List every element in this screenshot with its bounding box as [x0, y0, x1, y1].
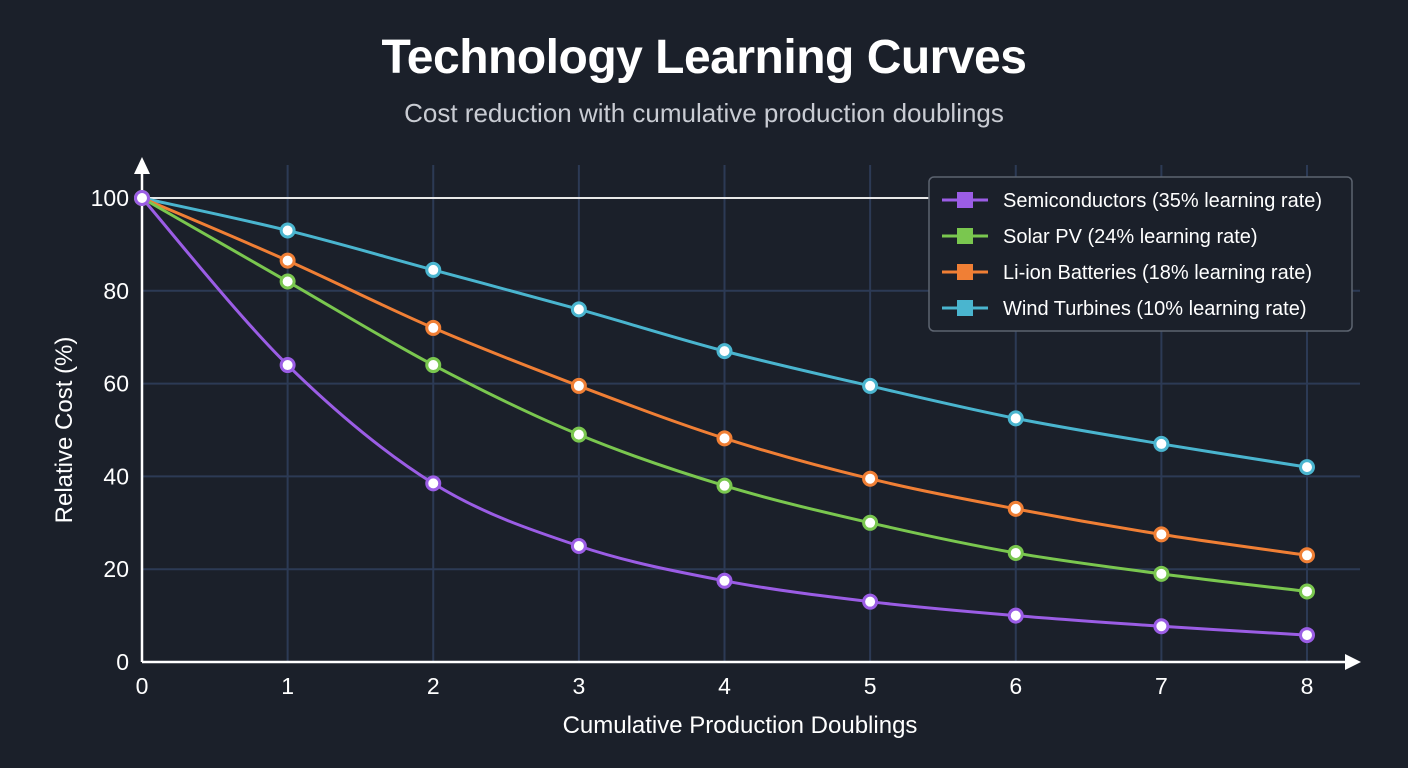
- data-point: [1153, 526, 1170, 543]
- legend-entry: Li-ion Batteries (18% learning rate): [1003, 262, 1312, 284]
- x-tick-label: 6: [1009, 673, 1022, 699]
- data-point: [134, 190, 150, 206]
- y-axis-arrow-icon: [134, 157, 150, 174]
- legend-box: [928, 176, 1353, 332]
- data-point: [425, 261, 442, 278]
- data-point: [1153, 565, 1170, 582]
- data-point: [279, 252, 296, 269]
- data-point: [716, 430, 733, 447]
- y-axis-label: Relative Cost (%): [51, 337, 78, 524]
- legend: Semiconductors (35% learning rate) Solar …: [928, 176, 1353, 332]
- y-tick-label: 20: [103, 556, 129, 582]
- data-point: [1299, 459, 1315, 476]
- chart-title: Technology Learning Curves: [381, 31, 1027, 84]
- legend-swatch-marker: [957, 192, 973, 208]
- y-tick-label: 40: [103, 463, 129, 489]
- data-point: [1007, 607, 1024, 624]
- y-tick-label: 0: [116, 649, 129, 675]
- data-point: [570, 426, 587, 443]
- y-tick-label: 80: [103, 278, 129, 304]
- data-point: [279, 273, 296, 290]
- legend-swatch-marker: [957, 228, 973, 244]
- data-point: [716, 343, 733, 360]
- y-tick-label: 100: [91, 185, 129, 211]
- data-point: [1299, 547, 1315, 564]
- x-tick-label: 0: [136, 673, 149, 699]
- data-point: [716, 572, 733, 589]
- data-point: [425, 357, 442, 374]
- data-point: [1299, 583, 1315, 600]
- data-point: [570, 538, 587, 554]
- chart-subtitle: Cost reduction with cumulative productio…: [404, 98, 1004, 128]
- x-tick-label: 8: [1301, 673, 1314, 699]
- legend-entry: Solar PV (24% learning rate): [1003, 226, 1258, 248]
- data-point: [862, 593, 879, 610]
- x-tick-label: 4: [718, 673, 731, 699]
- data-point: [570, 301, 587, 318]
- x-tick-label: 7: [1155, 673, 1168, 699]
- data-point: [716, 477, 733, 494]
- y-tick-label: 60: [103, 371, 129, 397]
- x-tick-label: 3: [572, 673, 585, 699]
- x-tick-label: 5: [864, 673, 877, 699]
- data-point: [862, 470, 879, 487]
- data-point: [1153, 435, 1170, 452]
- data-point: [425, 475, 442, 492]
- data-point: [1299, 627, 1315, 644]
- data-point: [1153, 618, 1170, 635]
- series-group: [134, 190, 1315, 644]
- x-axis-label: Cumulative Production Doublings: [563, 712, 918, 739]
- data-point: [279, 357, 296, 374]
- x-tick-label: 2: [427, 673, 440, 699]
- legend-swatch-marker: [957, 264, 973, 280]
- data-point: [425, 319, 442, 336]
- data-point: [279, 222, 296, 239]
- data-point: [1007, 500, 1024, 517]
- data-point: [570, 377, 587, 394]
- data-point: [1007, 544, 1024, 561]
- x-axis-arrow-icon: [1345, 654, 1361, 670]
- data-point: [862, 377, 879, 394]
- data-point: [862, 514, 879, 531]
- legend-swatch-marker: [957, 300, 973, 316]
- x-tick-label: 1: [281, 673, 294, 699]
- legend-entry: Semiconductors (35% learning rate): [1003, 190, 1322, 212]
- legend-entry: Wind Turbines (10% learning rate): [1003, 298, 1306, 320]
- data-point: [1007, 410, 1024, 427]
